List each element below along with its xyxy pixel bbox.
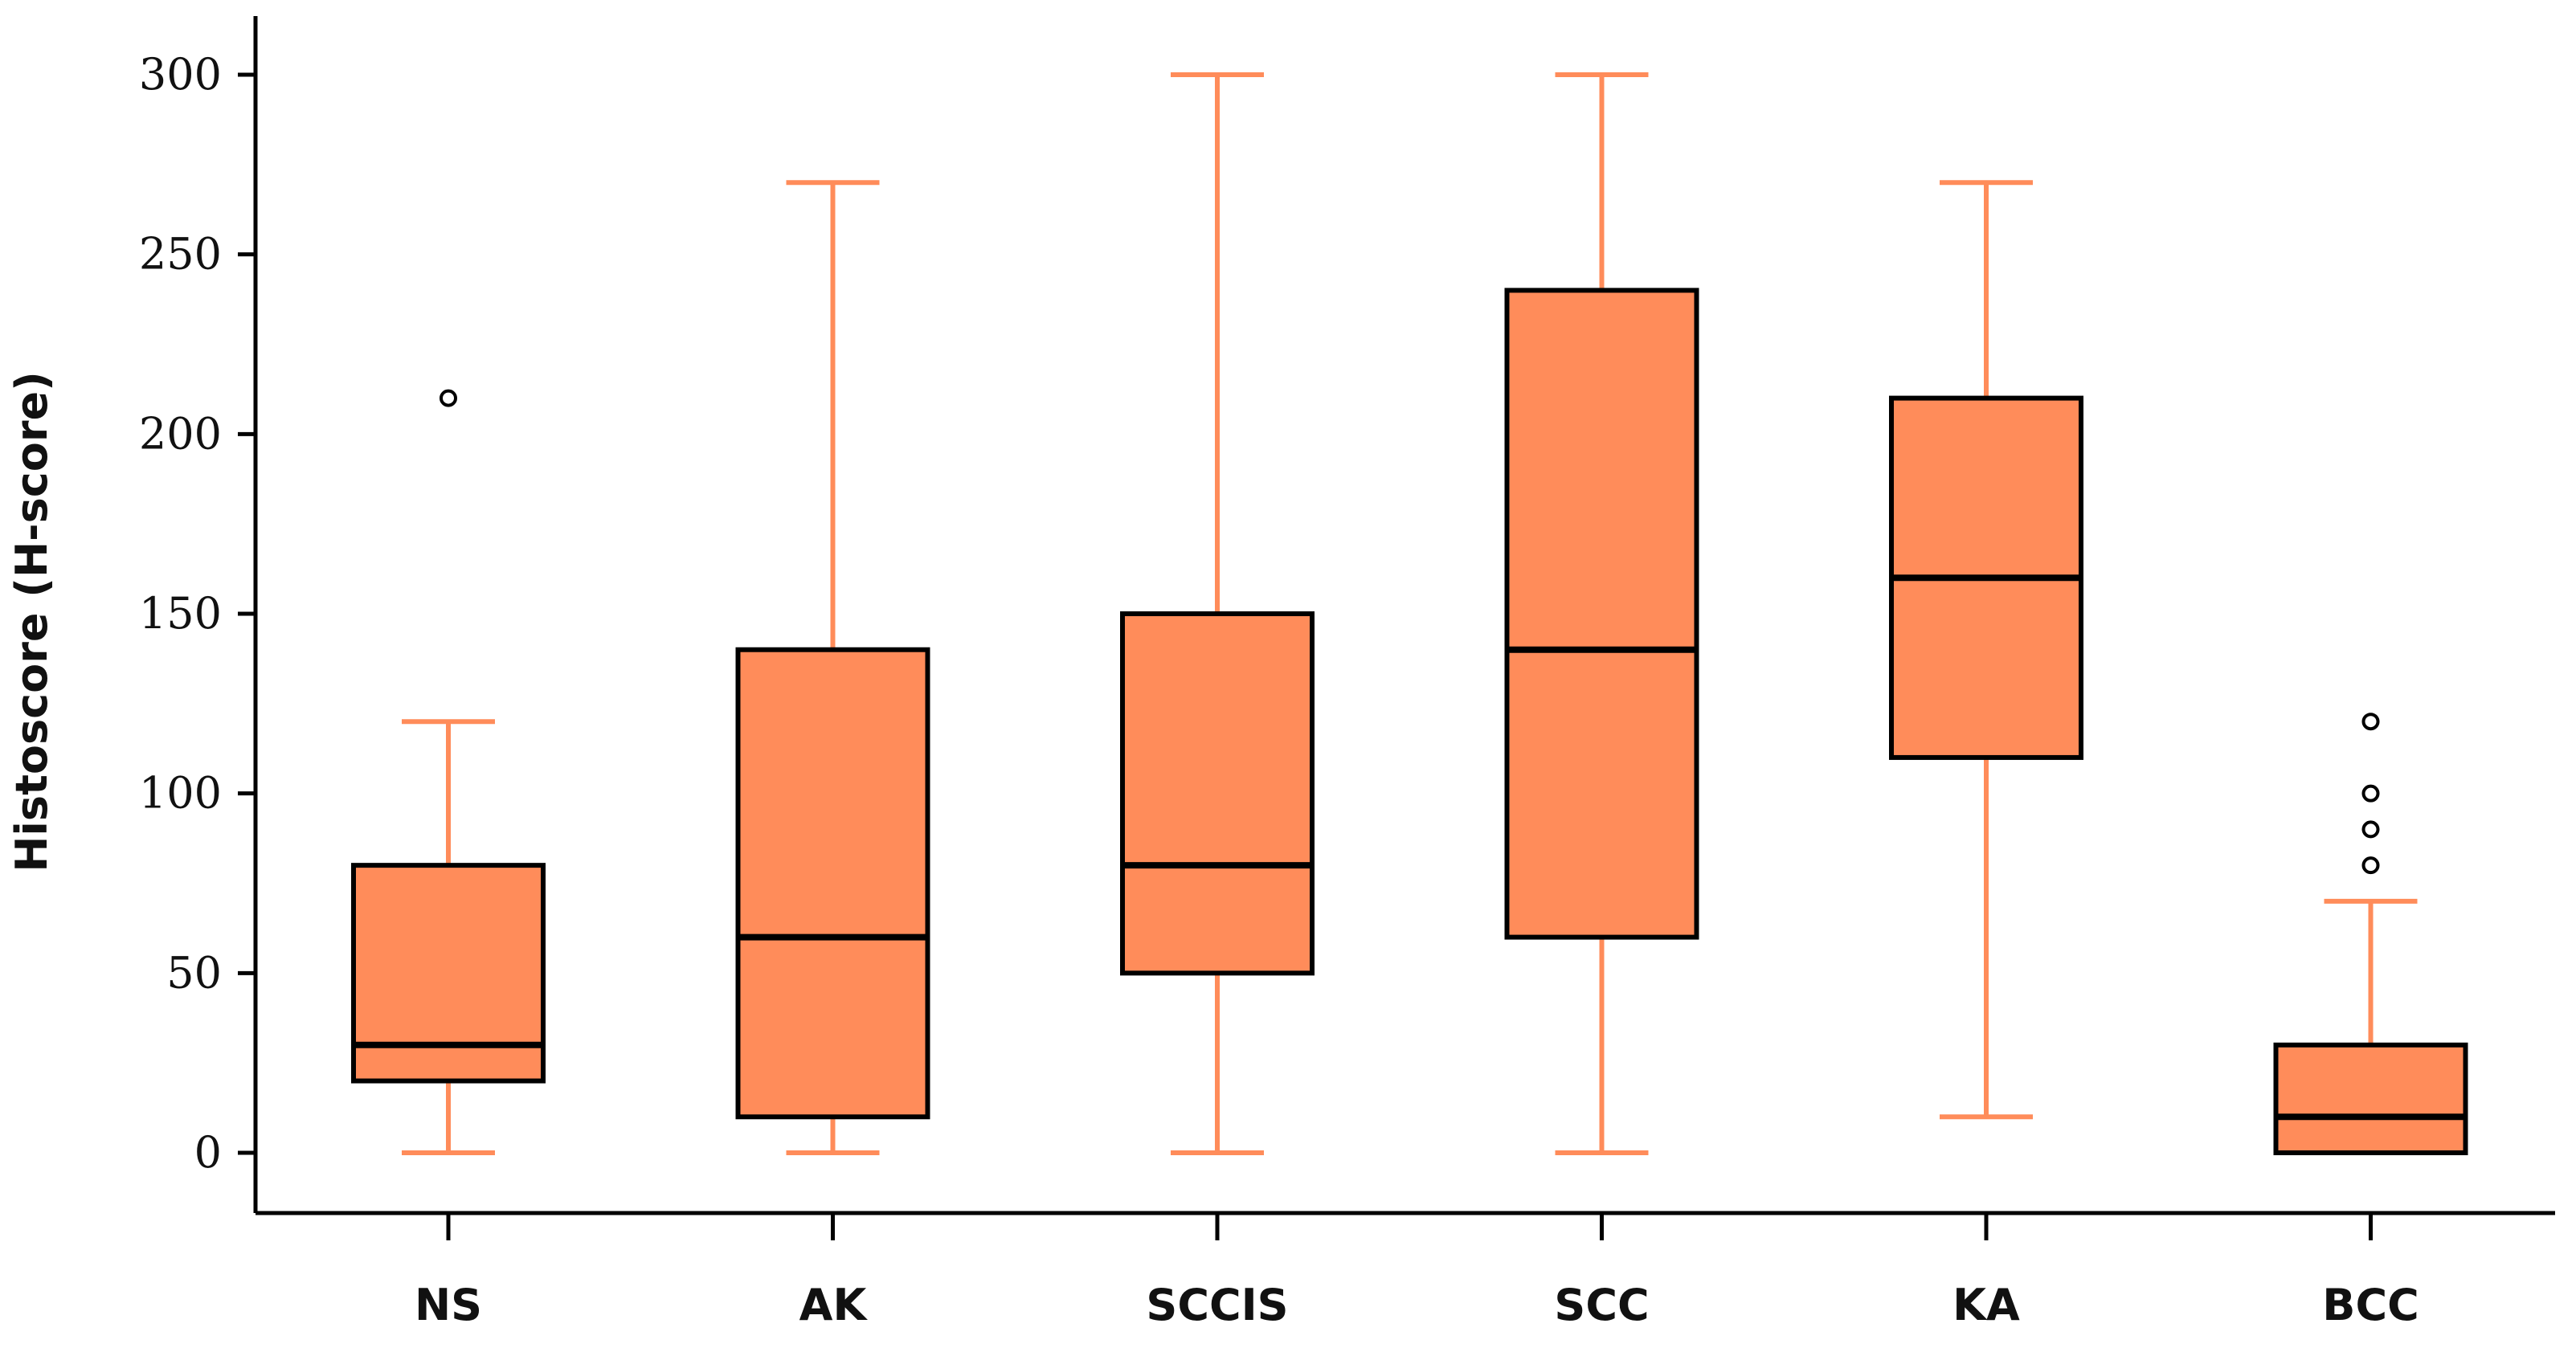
y-tick-label-50: 50 xyxy=(166,947,222,998)
boxes-layer xyxy=(351,72,2468,1156)
box-sccis xyxy=(1120,611,1315,976)
x-tick-label-bcc: BCC xyxy=(2322,1280,2419,1330)
y-tick-label-200: 200 xyxy=(139,408,222,459)
y-tick-label-300: 300 xyxy=(139,49,222,100)
outlier-bcc-2 xyxy=(2361,784,2380,803)
x-tick-label-ka: KA xyxy=(1952,1280,2020,1330)
y-tick-label-100: 100 xyxy=(139,768,222,819)
outlier-bcc-1 xyxy=(2361,820,2380,839)
y-tick-label-250: 250 xyxy=(139,229,222,280)
x-tick-label-sccis: SCCIS xyxy=(1146,1280,1288,1330)
y-tick-label-0: 0 xyxy=(194,1127,222,1178)
box-ak xyxy=(735,647,930,1120)
box-bcc xyxy=(2273,1042,2468,1156)
y-tick-label-150: 150 xyxy=(139,588,222,639)
outlier-bcc-3 xyxy=(2361,713,2380,731)
axes-layer xyxy=(238,16,2555,1240)
x-tick-label-ak: AK xyxy=(799,1280,869,1330)
labels-layer: 0 50 100 150 200 250 300 Histoscore (H-score) NS… xyxy=(6,49,2419,1330)
box-ns xyxy=(351,863,546,1084)
x-tick-label-scc: SCC xyxy=(1554,1280,1649,1330)
x-tick-label-ns: NS xyxy=(415,1280,482,1330)
y-axis-title: Histoscore (H-score) xyxy=(6,371,57,872)
box-scc xyxy=(1504,288,1699,940)
outlier-ns-0 xyxy=(440,389,457,407)
outlier-bcc-0 xyxy=(2361,856,2380,875)
